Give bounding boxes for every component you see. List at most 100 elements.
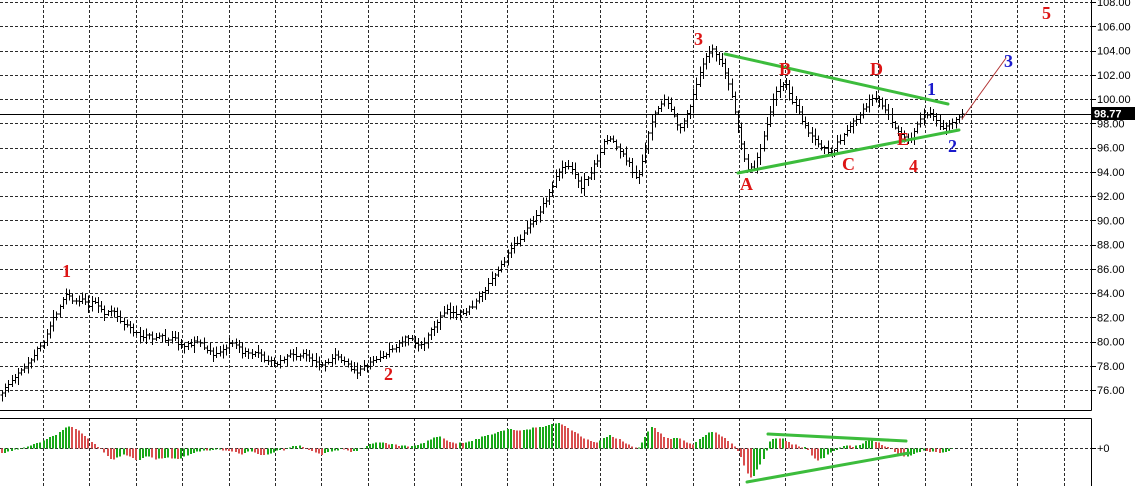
hist-bar-up	[555, 423, 557, 449]
hist-bar-up	[491, 434, 493, 449]
hist-bar-up	[420, 443, 422, 449]
hist-bar-down	[731, 443, 733, 449]
hist-bar-down	[318, 448, 320, 454]
hist-bar-down	[395, 444, 397, 449]
hist-bar-up	[324, 448, 326, 454]
hist-bar-down	[452, 442, 454, 449]
hist-bar-up	[500, 430, 502, 449]
hist-bar-down	[305, 448, 307, 450]
hist-bar-down	[171, 448, 173, 459]
hist-bar-down	[385, 443, 387, 449]
hist-bar-up	[948, 448, 950, 451]
wave-label-red-E[interactable]: E	[897, 129, 909, 149]
hist-bar-up	[919, 448, 921, 453]
hist-bar-down	[718, 434, 720, 449]
hist-bar-down	[935, 448, 937, 452]
hist-bar-up	[369, 444, 371, 449]
hist-bar-up	[382, 442, 384, 449]
wave-label-red-2[interactable]: 2	[384, 364, 393, 384]
hist-bar-up	[353, 448, 355, 451]
hist-bar-up	[673, 438, 675, 449]
oscillator-lower-line[interactable]	[745, 451, 911, 484]
wave5-projection-line[interactable]	[961, 57, 1007, 120]
hist-bar-up	[487, 435, 489, 449]
hist-bar-down	[462, 443, 464, 449]
axis-price-label: 90.00	[1097, 215, 1125, 227]
hist-bar-down	[795, 444, 797, 449]
hist-bar-down	[535, 427, 537, 449]
hist-bar-up	[203, 448, 205, 451]
wave-label-blue-2[interactable]: 2	[948, 136, 957, 156]
wave-label-red-A[interactable]: A	[740, 174, 753, 194]
hist-bar-up	[292, 445, 294, 449]
hist-bar-up	[526, 429, 528, 449]
triangle-upper-line[interactable]	[723, 52, 950, 106]
trendlines[interactable]	[723, 52, 1007, 484]
wave-label-red-D[interactable]: D	[870, 59, 883, 79]
hist-bar-down	[231, 448, 233, 452]
hist-bar-down	[94, 444, 96, 449]
hist-bar-down	[71, 426, 73, 449]
hist-bar-up	[20, 448, 22, 450]
hist-bar-up	[913, 448, 915, 455]
wave-label-red-3[interactable]: 3	[694, 29, 703, 49]
hist-bar-up	[708, 432, 710, 449]
hist-bar-down	[155, 448, 157, 460]
hist-bar-up	[855, 445, 857, 449]
price-axis[interactable]: 98.77 +0 108.00 106.00 104.00 102.00 100.00 9…	[1092, 0, 1135, 455]
hist-bar-down	[635, 447, 637, 449]
hist-bar-down	[571, 430, 573, 449]
oscillator-upper-line[interactable]	[766, 432, 908, 443]
hist-bar-down	[513, 429, 515, 449]
triangle-lower-line[interactable]	[736, 128, 961, 175]
hist-bar-down	[583, 438, 585, 449]
axis-price-label: 94.00	[1097, 167, 1125, 179]
hist-bar-up	[411, 446, 413, 449]
hist-bar-up	[606, 437, 608, 449]
hist-bar-down	[679, 438, 681, 449]
hist-bar-up	[465, 442, 467, 449]
hist-bar-down	[567, 428, 569, 449]
hist-bar-down	[254, 448, 256, 453]
hist-bar-down	[929, 448, 931, 452]
hist-bar-up	[270, 448, 272, 454]
axis-price-label: 84.00	[1097, 288, 1125, 300]
wave-label-red-B[interactable]: B	[779, 59, 791, 79]
hist-bar-down	[455, 443, 457, 449]
hist-bar-down	[894, 448, 896, 452]
wave-labels[interactable]: 1 2 3 5 A B C D E4 1 2 3	[62, 3, 1051, 384]
hist-bar-up	[180, 448, 182, 459]
hist-bar-down	[811, 448, 813, 456]
hist-bar-up	[123, 448, 125, 455]
hist-bar-down	[785, 441, 787, 449]
hist-bar-up	[494, 433, 496, 449]
hist-bar-down	[311, 448, 313, 451]
hist-bar-up	[43, 440, 45, 449]
hist-bar-up	[14, 448, 16, 450]
hist-bar-up	[423, 443, 425, 449]
hist-bar-down	[177, 448, 179, 459]
hist-bar-down	[926, 448, 928, 451]
axis-price-label: 86.00	[1097, 264, 1125, 276]
wave-label-blue-3[interactable]: 3	[1004, 51, 1013, 71]
hist-bar-up	[404, 445, 406, 449]
hist-bar-up	[481, 436, 483, 449]
hist-bar-up	[427, 440, 429, 449]
hist-bar-down	[887, 447, 889, 449]
hist-bar-down	[628, 444, 630, 449]
wave-label-red-4[interactable]: 4	[909, 156, 918, 176]
wave-label-red-C[interactable]: C	[842, 154, 855, 174]
wave-label-red-5[interactable]: 5	[1042, 3, 1051, 23]
hist-bar-up	[759, 448, 761, 465]
hist-bar-up	[7, 448, 9, 452]
hist-bar-up	[62, 430, 64, 449]
hist-bar-down	[443, 438, 445, 449]
hist-bar-down	[715, 432, 717, 449]
hist-bar-down	[315, 448, 317, 453]
hist-bar-up	[33, 444, 35, 449]
wave-label-red-1[interactable]: 1	[62, 261, 71, 281]
indicator-zero-label: +0	[1097, 443, 1110, 455]
wave-label-blue-1[interactable]: 1	[927, 79, 936, 99]
